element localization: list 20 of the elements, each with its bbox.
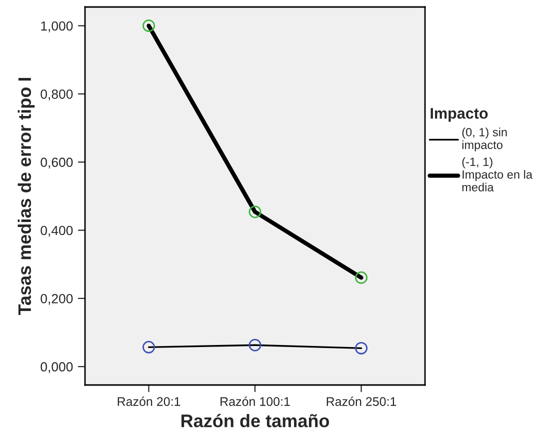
legend-title: Impacto	[430, 108, 488, 122]
point	[355, 271, 368, 284]
point	[142, 340, 155, 354]
legend-label: (-1, 1) Impacto en la media	[462, 157, 532, 192]
y-tick-label: 0,200	[40, 294, 73, 305]
x-tick-label: Razón 250:1	[326, 396, 396, 406]
point	[248, 338, 262, 352]
x-axis-title: Razón de tamaño	[181, 414, 330, 428]
y-tick-label: 1,000	[41, 21, 73, 32]
legend-label: (0, 1) sin impacto	[462, 128, 507, 152]
y-tick-label: 0,600	[40, 158, 73, 169]
y-tick-label: 0,400	[40, 226, 73, 237]
y-tick-label: 0,800	[40, 89, 73, 100]
x-tick-label: Razón 100:1	[220, 396, 290, 406]
y-tick-label: 0,000	[40, 362, 73, 374]
point	[142, 19, 155, 32]
point	[355, 342, 368, 354]
x-tick-label: Razón 20:1	[118, 396, 180, 406]
y-axis-title: Tasas medias de error tipo I	[18, 78, 35, 316]
point	[248, 206, 262, 218]
